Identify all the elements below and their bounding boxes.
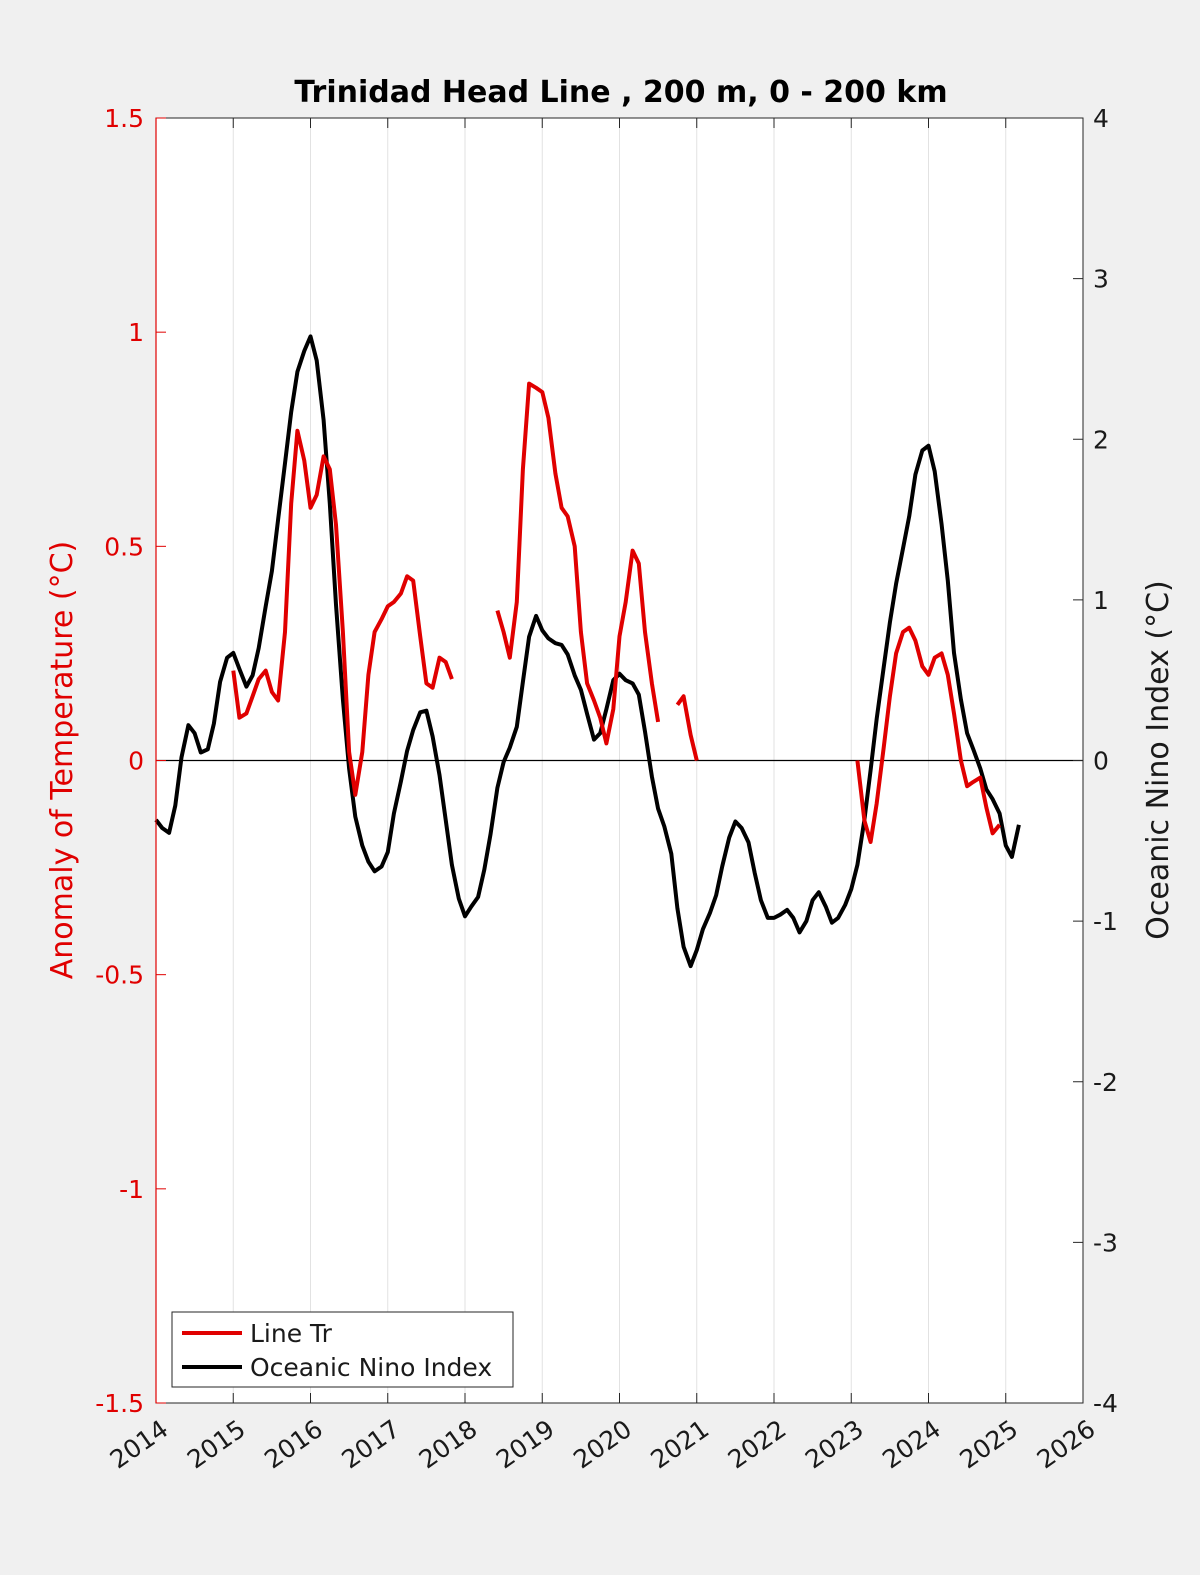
y-tick-label-left: 0 <box>128 747 144 776</box>
y-tick-label-right: -3 <box>1093 1228 1118 1257</box>
y-tick-label-right: -2 <box>1093 1068 1118 1097</box>
legend: Line Tr Oceanic Nino Index <box>171 1311 514 1388</box>
series-layer <box>154 334 1021 969</box>
y-tick-label-left: 0.5 <box>104 532 144 561</box>
y-axis-label-left: Anomaly of Temperature (°C) <box>45 541 80 980</box>
legend-label-oni: Oceanic Nino Index <box>250 1353 492 1382</box>
series-line-line-tr <box>495 381 661 746</box>
y-tick-label-right: 0 <box>1093 747 1109 776</box>
y-axis-label-right: Oceanic Nino Index (°C) <box>1141 580 1176 940</box>
series-line-line-tr <box>855 625 1002 844</box>
legend-box <box>171 1311 514 1388</box>
y-tick-label-right: -4 <box>1093 1389 1118 1418</box>
series-line-line-tr <box>231 428 454 797</box>
chart-title: Trinidad Head Line , 200 m, 0 - 200 km <box>294 75 947 110</box>
y-tick-label-left: -1 <box>119 1175 144 1204</box>
y-tick-label-right: 1 <box>1093 586 1109 615</box>
series-line-line-tr <box>675 694 699 761</box>
series-line-oni <box>154 334 1021 969</box>
y-tick-label-right: 4 <box>1093 104 1109 133</box>
y-tick-label-left: 1 <box>128 318 144 347</box>
y-tick-label-right: -1 <box>1093 907 1118 936</box>
y-tick-label-left: -0.5 <box>95 961 144 990</box>
y-tick-label-right: 3 <box>1093 265 1109 294</box>
y-tick-label-left: -1.5 <box>95 1389 144 1418</box>
y-tick-label-left: 1.5 <box>104 104 144 133</box>
legend-label-line-tr: Line Tr <box>250 1319 333 1348</box>
y-tick-label-right: 2 <box>1093 425 1109 454</box>
